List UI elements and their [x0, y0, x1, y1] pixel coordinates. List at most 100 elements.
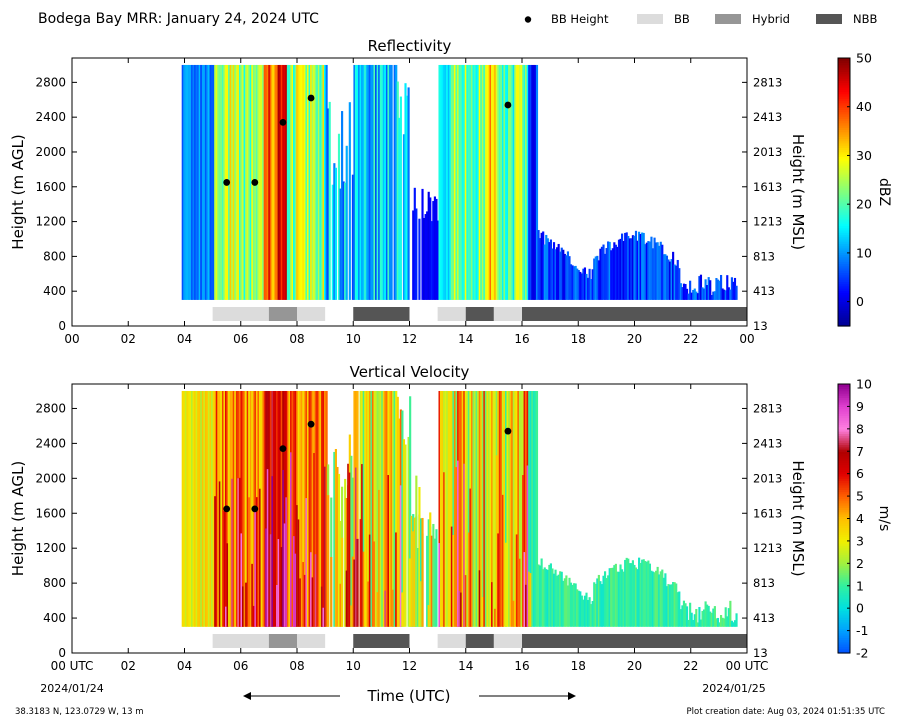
x-tick-label: 08 [289, 332, 304, 346]
rain-type-segment-nbb [522, 307, 747, 321]
bright-band-point [251, 505, 259, 513]
y-tick-label: 800 [43, 249, 66, 263]
x-tick-label: 06 [233, 659, 248, 673]
colorbar-tick-label: 2 [856, 556, 864, 571]
y-tick-label: 1600 [35, 506, 66, 520]
legend-label-hybrid: Hybrid [752, 12, 790, 26]
x-tick-label: 00 [739, 332, 754, 346]
y-right-tick-label: 1213 [753, 215, 782, 229]
colorbar-tick-label: 20 [856, 197, 872, 212]
colorbar-tick-label: 0 [856, 294, 864, 309]
y-right-tick-label: 13 [753, 646, 768, 660]
legend-label-bb-height: BB Height [551, 12, 609, 26]
y-tick-label: 2400 [35, 436, 66, 450]
colorbar: -2 -1 0 1 2 3 4 5 6 7 8 9 10 m/s [837, 377, 892, 661]
legend-swatch-hybrid [715, 14, 741, 24]
x-tick-label: 06 [233, 332, 248, 346]
colorbar-tick-label: 40 [856, 99, 872, 114]
colorbar-label: dBZ [876, 178, 892, 206]
y-right-tick-label: 413 [753, 284, 775, 298]
rain-type-segment-nbb [353, 307, 410, 321]
bright-band-point [307, 420, 315, 428]
rain-type-segment-nbb [465, 307, 494, 321]
x-tick-label: 22 [683, 332, 698, 346]
rain-type-segment-bb [493, 307, 522, 321]
bright-band-point [504, 427, 512, 435]
x-tick-label: 04 [177, 659, 192, 673]
bright-band-point [279, 445, 287, 453]
y-tick-label: 1200 [35, 541, 66, 555]
colorbar-tick-label: 8 [856, 421, 864, 436]
y-tick-label: 400 [43, 284, 66, 298]
rain-type-segment-bb [212, 634, 269, 648]
end-date-label: 2024/01/25 [702, 682, 765, 695]
x-tick-label: 00 UTC [51, 659, 94, 673]
y-right-tick-label: 13 [753, 319, 768, 333]
colorbar-tick-label: -1 [856, 623, 868, 638]
rain-type-segment-bb [212, 307, 269, 321]
site-location: 38.3183 N, 123.0729 W, 13 m [15, 707, 143, 717]
y-right-tick-label: 2813 [753, 75, 782, 89]
y-right-tick-label: 813 [753, 249, 775, 263]
colorbar-tick-label: 5 [856, 489, 864, 504]
rain-type-segment-hybrid [268, 634, 297, 648]
colorbar-tick-label: 10 [856, 377, 872, 392]
x-tick-label: 18 [571, 659, 586, 673]
rain-type-segment-bb [297, 634, 326, 648]
colorbar-tick-label: 3 [856, 533, 864, 548]
colorbar-tick-label: 4 [856, 511, 864, 526]
rain-type-segment-nbb [353, 634, 410, 648]
y-tick-label: 400 [43, 611, 66, 625]
y-right-tick-label: 1613 [753, 506, 782, 520]
rain-type-bar [212, 634, 747, 648]
colorbar-tick-label: 0 [856, 601, 864, 616]
bright-band-point [223, 179, 231, 186]
x-tick-label: 10 [346, 659, 361, 673]
y-right-tick-label: 2813 [753, 401, 782, 415]
x-tick-label: 14 [458, 332, 473, 346]
colorbar-tick-label: 1 [856, 578, 864, 593]
time-axis-label: Time (UTC) [367, 687, 451, 705]
y-right-tick-label: 2413 [753, 436, 782, 450]
colorbar-tick-label: -2 [856, 646, 868, 661]
legend-bb-height-marker [524, 16, 532, 23]
rain-type-segment-hybrid [268, 307, 297, 321]
start-date-label: 2024/01/24 [40, 682, 103, 695]
y-axis-label: Height (m AGL) [9, 134, 27, 249]
rain-type-bar [212, 307, 747, 321]
bright-band-point [307, 94, 315, 102]
colorbar-tick-label: 30 [856, 148, 872, 163]
x-tick-label: 16 [514, 659, 529, 673]
legend-swatch-bb [637, 14, 663, 24]
rain-type-segment-nbb [522, 634, 747, 648]
y-tick-label: 800 [43, 576, 66, 590]
rain-type-segment-bb [437, 307, 466, 321]
y-right-tick-label: 1213 [753, 541, 782, 555]
x-tick-label: 00 [64, 332, 79, 346]
x-tick-label: 08 [289, 659, 304, 673]
rain-type-segment-bb [297, 307, 326, 321]
radar-field [181, 390, 738, 627]
x-tick-label: 10 [346, 332, 361, 346]
y-tick-label: 2000 [35, 471, 66, 485]
colorbar: 0 10 20 30 40 50 dBZ [837, 51, 892, 327]
rain-type-segment-bb [437, 634, 466, 648]
colorbar-tick-label: 50 [856, 51, 872, 66]
x-tick-label: 20 [627, 659, 642, 673]
figure-title: Bodega Bay MRR: January 24, 2024 UTC [38, 11, 319, 27]
plot-creation-date: Plot creation date: Aug 03, 2024 01:51:3… [687, 707, 886, 717]
colorbar-tick-label: 9 [856, 399, 864, 414]
colorbar-label: m/s [876, 506, 892, 532]
panel-title: Reflectivity [368, 37, 452, 55]
y-right-tick-label: 413 [753, 611, 775, 625]
x-tick-label: 02 [121, 332, 136, 346]
legend-label-nbb: NBB [853, 12, 877, 26]
rain-type-legend: BB Height BB Hybrid NBB [524, 12, 877, 26]
y-right-tick-label: 2413 [753, 110, 782, 124]
y-tick-label: 0 [58, 319, 66, 333]
x-tick-label: 12 [402, 332, 417, 346]
colorbar-tick-label: 10 [856, 245, 872, 260]
y-axis-label-right: Height (m MSL) [789, 460, 807, 576]
